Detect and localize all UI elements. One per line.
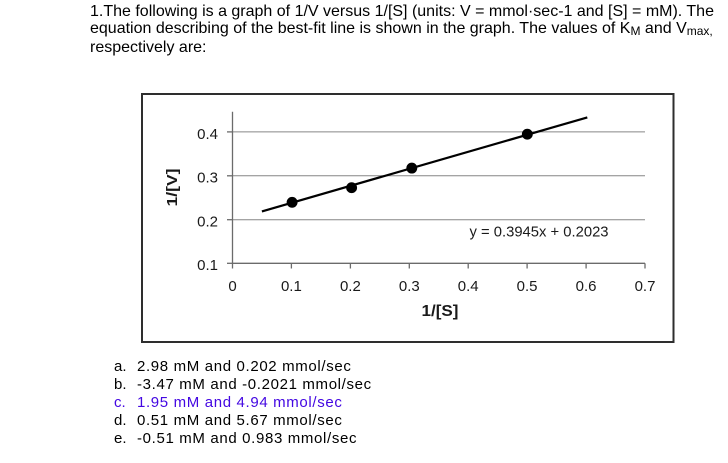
svg-text:0.7: 0.7 (635, 278, 656, 295)
svg-text:y = 0.3945x + 0.2023: y = 0.3945x + 0.2023 (470, 225, 609, 241)
svg-text:0.2: 0.2 (340, 278, 361, 295)
svg-text:0.3: 0.3 (197, 170, 218, 187)
svg-text:0.2: 0.2 (197, 213, 218, 230)
svg-text:0.1: 0.1 (281, 278, 302, 295)
svg-text:0.4: 0.4 (197, 126, 218, 143)
svg-text:0.4: 0.4 (458, 278, 479, 295)
svg-text:1/[V]: 1/[V] (164, 169, 180, 207)
svg-text:0.3: 0.3 (399, 278, 420, 295)
svg-text:0.1: 0.1 (197, 257, 218, 274)
svg-text:0: 0 (228, 278, 236, 295)
svg-text:1/[S]: 1/[S] (422, 303, 459, 320)
svg-text:0.6: 0.6 (576, 278, 597, 295)
svg-text:0.5: 0.5 (517, 278, 538, 295)
